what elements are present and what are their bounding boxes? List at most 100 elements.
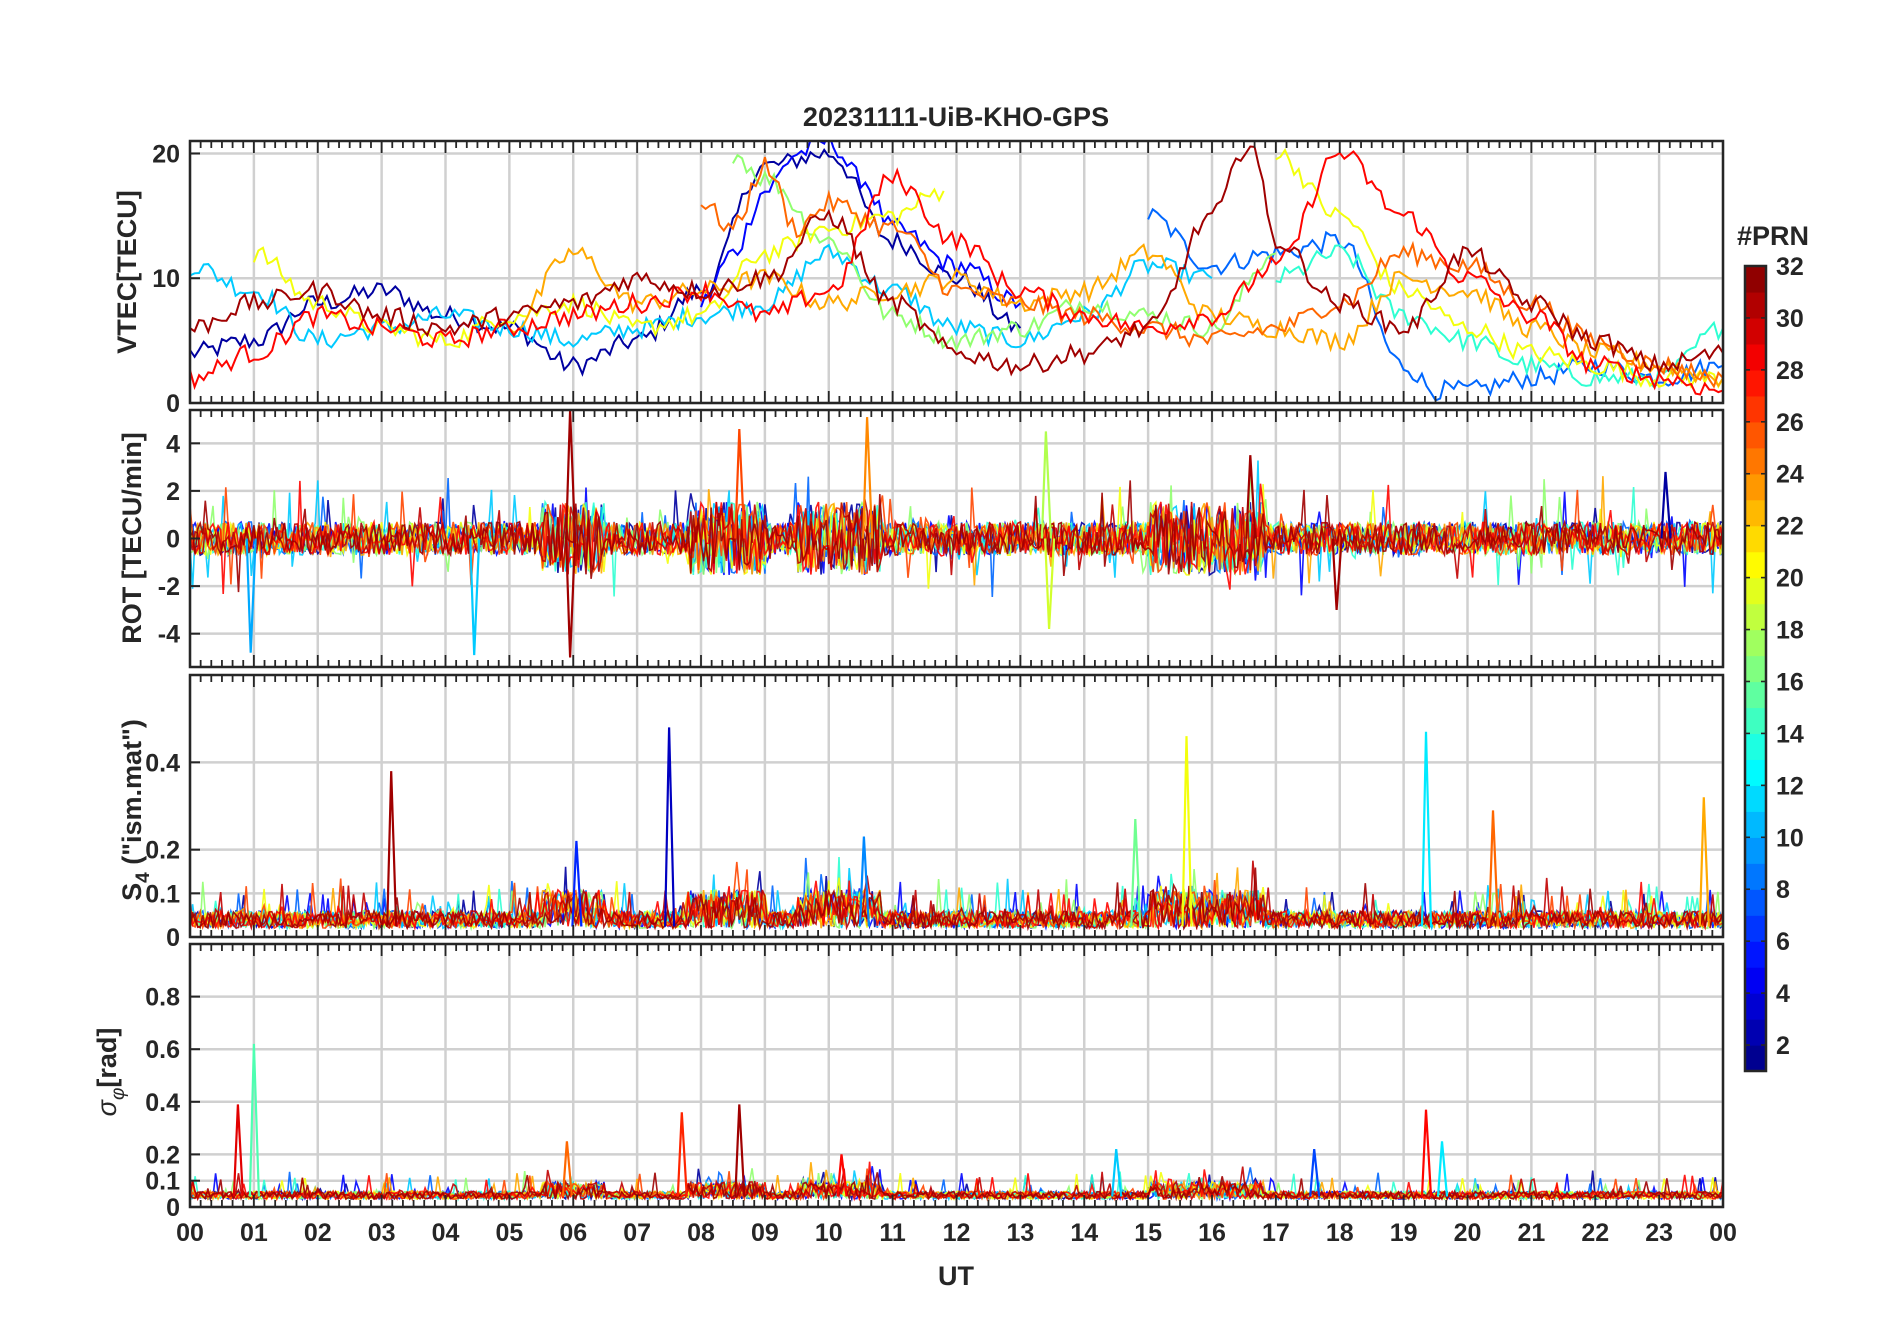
colorbar-tick-label: 14	[1776, 720, 1804, 748]
colorbar-title: #PRN	[1737, 221, 1809, 251]
colorbar-segment	[1745, 785, 1766, 812]
colorbar-segment	[1745, 266, 1766, 293]
colorbar-segment	[1745, 915, 1766, 942]
vtec-y-label: VTEC[TECU]	[112, 190, 142, 354]
colorbar-segment	[1745, 889, 1766, 916]
noise-series-line	[190, 867, 1723, 932]
x-tick-label: 12	[943, 1219, 971, 1247]
s4-panel: 0 0.1 0.2 0.4	[145, 673, 1725, 952]
spike-mark	[565, 538, 577, 658]
colorbar-segment	[1745, 967, 1766, 994]
x-tick-label: 22	[1581, 1219, 1609, 1247]
colorbar-tick-label: 8	[1776, 876, 1790, 904]
colorbar-segment	[1745, 447, 1766, 475]
x-tick-label: 05	[495, 1219, 523, 1247]
spike-mark	[734, 1104, 746, 1197]
y-tick-label: -4	[158, 621, 180, 649]
vtec-series-line	[508, 243, 1723, 388]
x-tick-label: 09	[751, 1219, 779, 1247]
colorbar-frame	[1743, 264, 1768, 1073]
noise-series-line	[190, 1166, 1723, 1202]
y-tick-label: 0	[166, 526, 180, 554]
x-tick-label: 06	[559, 1219, 587, 1247]
sigma-phi-panel: 00.10.2 0.4 0.6 0.8 00 01 02 03 04 05 06 07 08 09 10 11…	[145, 942, 1737, 1247]
spike-mark	[862, 417, 874, 539]
colorbar-segment	[1745, 395, 1766, 423]
colorbar-segment	[1745, 369, 1766, 397]
vtec-series-line	[1275, 148, 1723, 389]
colorbar-segment	[1745, 499, 1766, 527]
colorbar-segment	[1745, 993, 1766, 1020]
vtec-series-line	[190, 150, 1723, 396]
spike-mark	[1331, 538, 1343, 610]
y-tick-label: 0	[166, 1194, 180, 1222]
colorbar-segment	[1745, 655, 1766, 683]
colorbar-segment	[1745, 733, 1766, 760]
spike-mark	[1130, 819, 1142, 927]
x-tick-label: 16	[1198, 1219, 1226, 1247]
rot-panel: -4 -2 0 2 4	[158, 408, 1725, 669]
colorbar-tick-label: 28	[1776, 357, 1804, 385]
spike-mark	[245, 538, 257, 653]
spike-mark	[565, 410, 577, 539]
y-tick-label: 0.6	[145, 1036, 180, 1064]
x-tick-label: 19	[1390, 1219, 1418, 1247]
spike-mark	[1420, 731, 1433, 927]
vtec-panel: 0 10 20	[152, 139, 1725, 418]
colorbar-tick-label: 4	[1776, 980, 1790, 1008]
x-tick-label: 10	[815, 1219, 843, 1247]
noise-series-line	[190, 480, 1723, 593]
x-tick-label: 13	[1006, 1219, 1034, 1247]
y-tick-label: 0.2	[145, 837, 180, 865]
spike-mark	[664, 727, 676, 927]
colorbar-segment	[1745, 291, 1766, 319]
spike-mark	[1044, 538, 1056, 629]
s4-label-main: S	[117, 883, 147, 901]
colorbar-segment	[1745, 629, 1766, 657]
y-tick-label: 20	[152, 140, 180, 168]
x-tick-label: 01	[240, 1219, 268, 1247]
data-layer	[190, 410, 1723, 658]
colorbar-tick-label: 20	[1776, 565, 1804, 593]
noise-series-line	[190, 497, 1723, 579]
x-axis-label: UT	[938, 1261, 974, 1291]
spike-mark	[469, 538, 481, 656]
vtec-series-line	[252, 187, 945, 349]
y-tick-label: 4	[166, 430, 180, 458]
y-tick-label: 0.8	[145, 984, 180, 1012]
colorbar-tick-label: 22	[1776, 513, 1804, 541]
s4-label-sub: 4	[133, 872, 154, 883]
vtec-series-line	[190, 243, 1213, 349]
colorbar-segment	[1745, 759, 1766, 786]
spike-mark	[1420, 1109, 1433, 1197]
s4-y-label: S4 ("ism.mat")	[117, 719, 154, 901]
spike-mark	[1660, 471, 1672, 539]
spike-mark	[1309, 1148, 1321, 1197]
x-tick-label: 00	[176, 1219, 204, 1247]
x-tick-label: 02	[304, 1219, 332, 1247]
spike-mark	[232, 1104, 244, 1197]
x-tick-label: 03	[368, 1219, 396, 1247]
y-tick-label: 0.1	[145, 1168, 180, 1196]
spike-mark	[1181, 736, 1193, 927]
x-tick-label: 07	[623, 1219, 651, 1247]
spike-mark	[1040, 431, 1052, 539]
spike-mark	[734, 428, 746, 539]
x-tick-label: 14	[1070, 1219, 1098, 1247]
colorbar-segment	[1745, 551, 1766, 579]
x-tick-label: 04	[432, 1219, 460, 1247]
s4-label-rest: ("ism.mat")	[117, 719, 147, 872]
x-tick-label: 20	[1454, 1219, 1482, 1247]
spike-mark	[1111, 1148, 1123, 1197]
colorbar-segment	[1745, 811, 1766, 838]
colorbar-segment	[1745, 863, 1766, 890]
y-tick-label: 0.4	[145, 1089, 180, 1117]
spike-mark	[248, 1043, 260, 1197]
y-tick-label: -2	[158, 573, 180, 601]
x-tick-label: 15	[1134, 1219, 1162, 1247]
colorbar-segment	[1745, 525, 1766, 553]
colorbar-segment	[1745, 941, 1766, 968]
colorbar-segment	[1745, 681, 1766, 709]
colorbar-segment	[1745, 343, 1766, 371]
spike-mark	[836, 1154, 848, 1197]
